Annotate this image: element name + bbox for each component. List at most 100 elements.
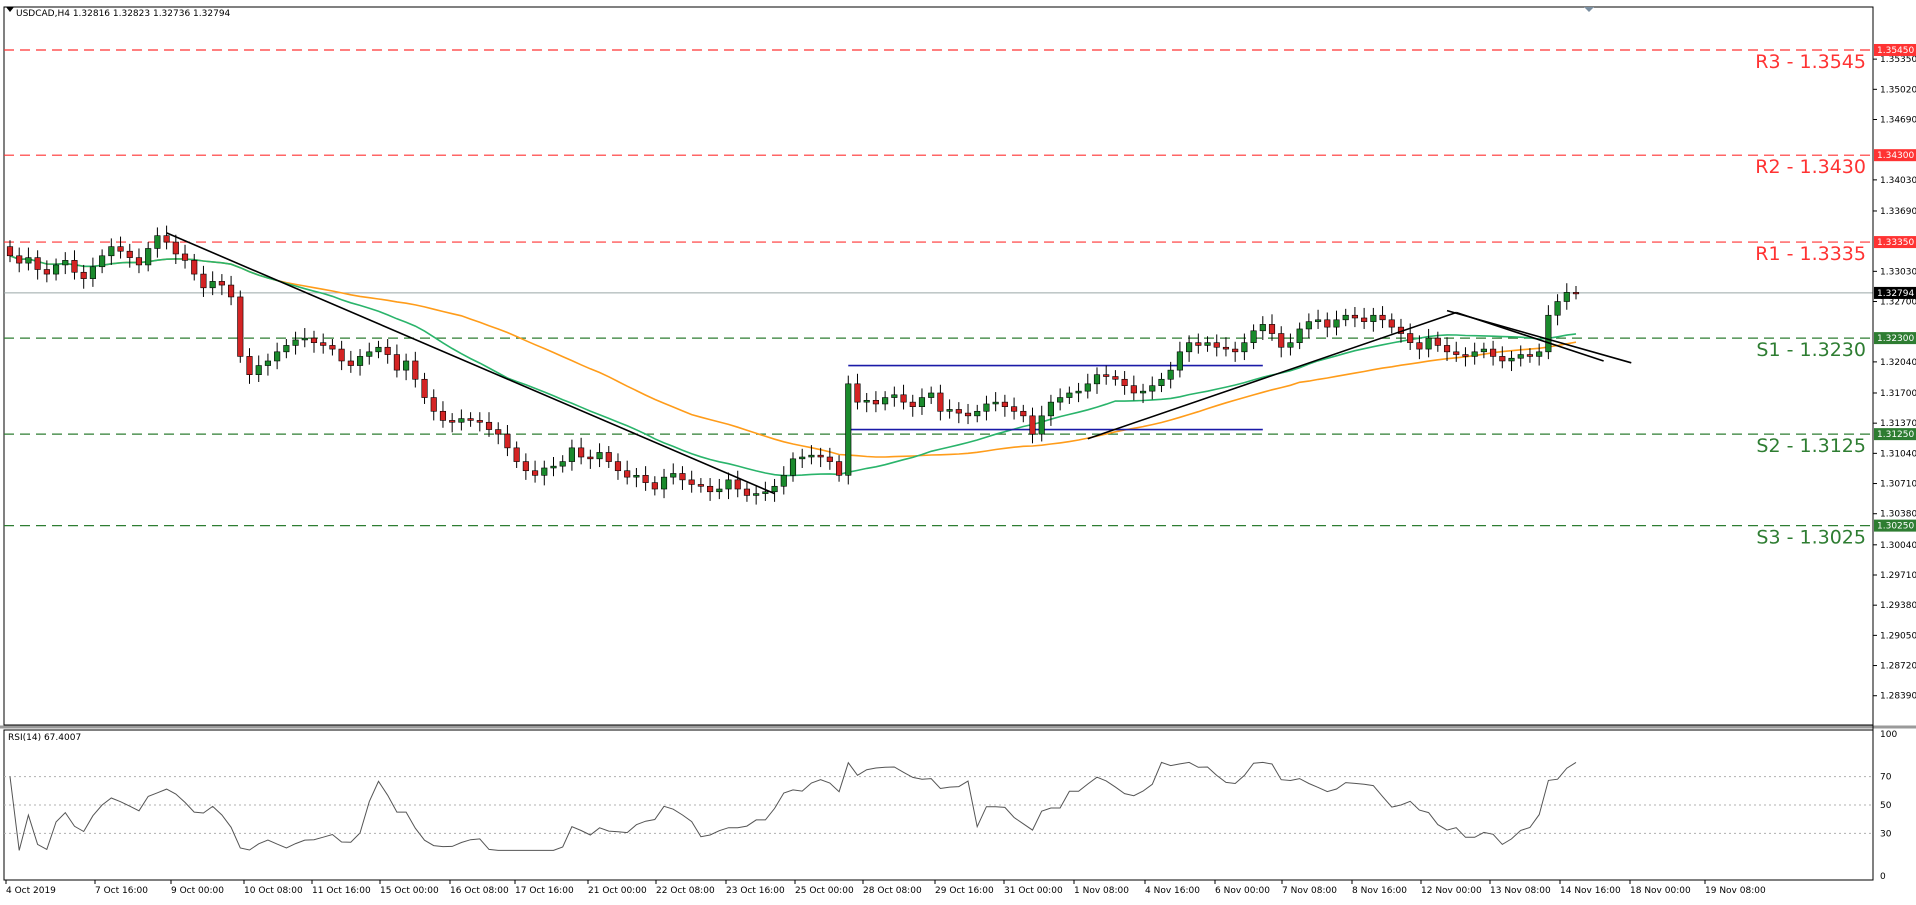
candle-body (633, 475, 640, 478)
candle-body (716, 488, 723, 493)
candle-body (292, 339, 299, 346)
candle (1268, 314, 1276, 341)
candle-body (1572, 292, 1580, 295)
candle-body (117, 246, 124, 252)
candle (918, 388, 926, 415)
candle (310, 330, 318, 353)
level-label: S3 - 1.3025 (1756, 527, 1866, 549)
candle (430, 389, 437, 421)
candle-body (762, 491, 769, 494)
candle (780, 466, 787, 495)
candle-body (753, 493, 760, 496)
candle (393, 344, 400, 378)
candle-body (135, 257, 143, 266)
candle (1462, 347, 1469, 367)
candle-body (1517, 354, 1524, 359)
candle (191, 253, 198, 281)
candle-body (1342, 314, 1349, 321)
candle (375, 340, 382, 359)
candle-body (264, 360, 271, 366)
candle (1250, 324, 1257, 350)
candle (209, 271, 216, 296)
candle-body (476, 420, 483, 423)
candle (108, 238, 115, 265)
trendline-0 (166, 232, 775, 495)
candle-body (1084, 383, 1091, 392)
candle (642, 466, 649, 491)
candle (670, 463, 677, 485)
x-tick-label: 23 Oct 16:00 (726, 886, 785, 896)
candle-body (412, 360, 419, 380)
candle (1490, 340, 1497, 366)
candle-body (430, 397, 437, 412)
candle (559, 455, 566, 473)
candle-body (274, 351, 281, 362)
candle (1342, 308, 1349, 327)
candle (264, 353, 271, 376)
candle (513, 441, 520, 468)
candle (504, 424, 511, 457)
candle (1545, 305, 1552, 360)
y-tick-label: 1.32700 (1880, 298, 1916, 308)
candle-body (218, 281, 225, 286)
candle-body (1324, 319, 1331, 328)
x-tick-label: 16 Oct 08:00 (450, 886, 509, 896)
trendline-1 (1087, 311, 1457, 440)
candle (292, 331, 299, 355)
candle-body (1499, 356, 1506, 362)
candle-body (1139, 390, 1147, 394)
candle-body (522, 461, 529, 472)
candle (228, 275, 235, 306)
candle (799, 448, 806, 468)
candle-body (1112, 376, 1119, 380)
candle-body (108, 246, 115, 257)
symbol-info: USDCAD,H4 1.32816 1.32823 1.32736 1.3279… (16, 9, 231, 19)
candle (237, 290, 244, 363)
candle (99, 249, 106, 274)
rsi-tick-label: 0 (1880, 872, 1886, 882)
candle-body (62, 260, 69, 266)
y-tick-label: 1.28390 (1880, 692, 1916, 702)
candle-body (1029, 415, 1036, 435)
candle-body (826, 456, 833, 462)
candle-body (1434, 337, 1441, 346)
candle (522, 453, 529, 480)
candle (725, 472, 732, 500)
x-tick-label: 28 Oct 08:00 (863, 886, 922, 896)
candle-body (1315, 319, 1322, 322)
candle (43, 260, 50, 283)
x-tick-label: 31 Oct 00:00 (1004, 886, 1063, 896)
candle (1388, 313, 1395, 334)
candle-body (780, 475, 787, 487)
x-tick-label: 6 Nov 00:00 (1215, 886, 1270, 896)
x-tick-label: 12 Nov 00:00 (1421, 886, 1482, 896)
candle (882, 391, 889, 411)
candle-body (458, 418, 465, 423)
candle (1075, 382, 1082, 403)
candle-body (1232, 348, 1239, 353)
candle-body (191, 260, 198, 275)
ma-fast-line (9, 255, 1577, 477)
candle (135, 248, 143, 274)
price-tag-label: 1.34300 (1877, 151, 1914, 161)
candle-body (937, 392, 944, 412)
candle (1480, 342, 1487, 359)
candle-body (974, 410, 981, 417)
candle (1139, 383, 1147, 404)
candle (624, 460, 631, 485)
candle-body (163, 235, 170, 243)
candle-body (1407, 333, 1414, 343)
candle (34, 250, 41, 280)
candle (789, 452, 797, 482)
y-tick-label: 1.30040 (1880, 541, 1916, 551)
candle (928, 386, 935, 404)
candle (1324, 312, 1331, 338)
candle (172, 234, 179, 265)
candle-body (1278, 333, 1285, 348)
candle-body (43, 269, 50, 275)
candle-body (1121, 378, 1128, 386)
candle-body (126, 250, 133, 258)
price-tag-label: 1.35450 (1877, 46, 1914, 56)
candle (1471, 342, 1478, 365)
candle-body (1554, 301, 1561, 316)
